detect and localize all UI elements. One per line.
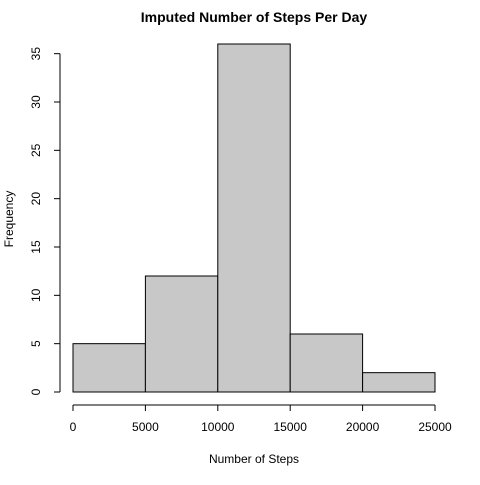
histogram-bar bbox=[72, 343, 146, 393]
x-tick-label: 20000 bbox=[346, 420, 380, 434]
bars-group bbox=[72, 43, 436, 393]
x-tick-label: 15000 bbox=[274, 420, 308, 434]
y-tick-label: 20 bbox=[29, 192, 43, 206]
y-tick-label: 30 bbox=[29, 95, 43, 109]
y-tick-label: 5 bbox=[29, 340, 43, 347]
y-tick-label: 10 bbox=[29, 288, 43, 302]
histogram-bar bbox=[217, 43, 291, 393]
x-tick-label: 0 bbox=[70, 420, 77, 434]
x-tick-label: 25000 bbox=[418, 420, 452, 434]
y-axis-label: Frequency bbox=[2, 191, 16, 248]
y-tick-label: 25 bbox=[29, 143, 43, 157]
y-tick-label: 15 bbox=[29, 240, 43, 254]
y-tick-label: 0 bbox=[29, 388, 43, 395]
y-tick-label: 35 bbox=[29, 47, 43, 61]
chart-title: Imputed Number of Steps Per Day bbox=[141, 9, 368, 25]
x-tick-label: 10000 bbox=[201, 420, 235, 434]
histogram-bar bbox=[289, 333, 364, 393]
x-tick-label: 5000 bbox=[132, 420, 159, 434]
x-axis-label: Number of Steps bbox=[209, 452, 299, 466]
histogram-bar bbox=[362, 372, 436, 393]
x-axis: 0 5000 10000 15000 20000 25000 bbox=[70, 404, 452, 434]
y-axis: 0 5 10 15 20 25 30 35 bbox=[29, 47, 61, 395]
histogram-bar bbox=[144, 275, 219, 393]
